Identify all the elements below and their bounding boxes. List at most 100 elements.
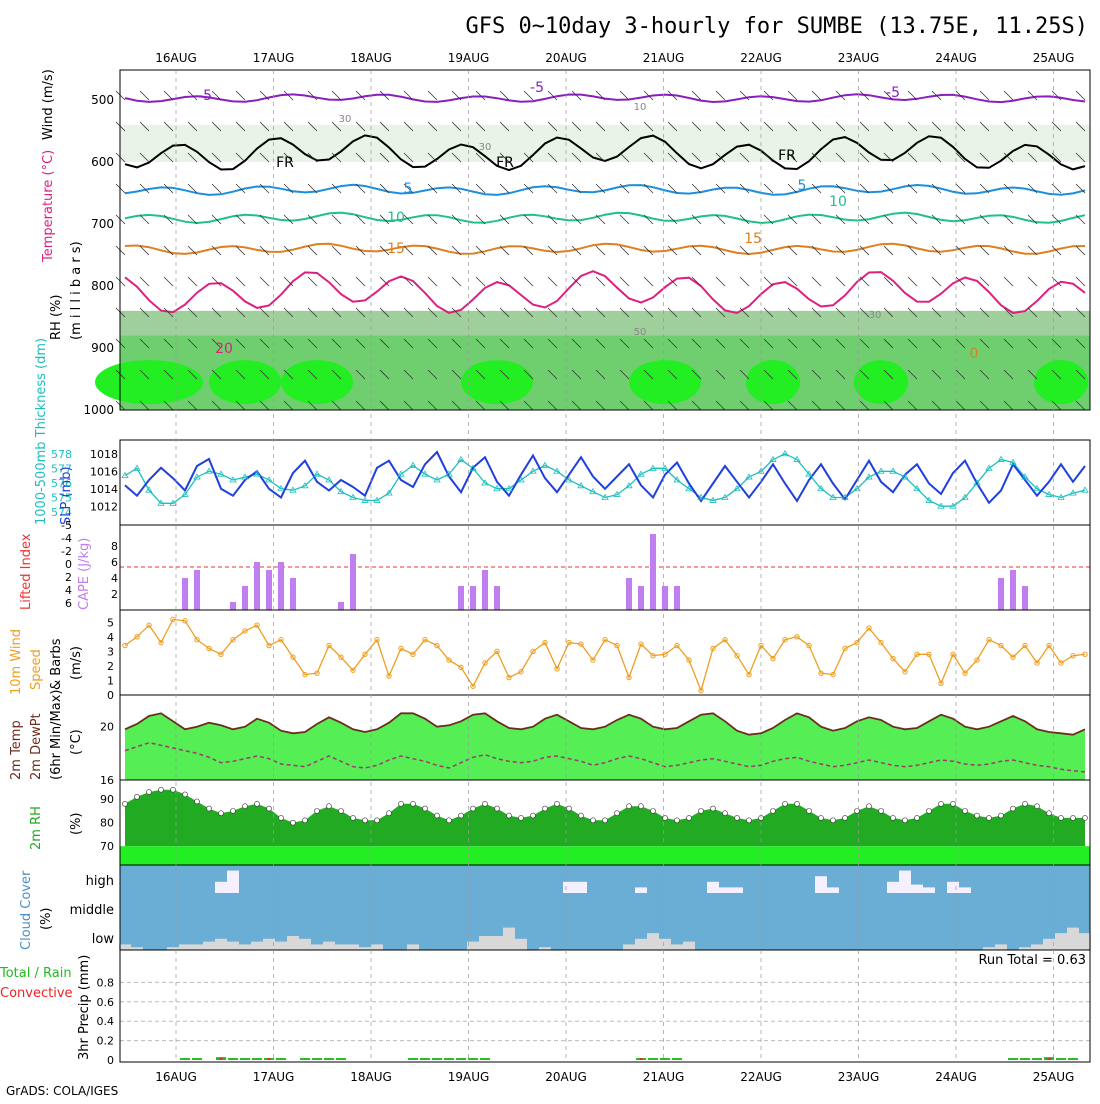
contour-label: 30 (339, 114, 352, 125)
wind-barb (499, 338, 510, 349)
cloud-high-bar (215, 881, 227, 893)
wind-tick: 4 (107, 631, 114, 644)
wind-barb (523, 214, 534, 225)
rh-tick: 90 (100, 793, 114, 806)
wind-barb (811, 152, 822, 163)
wind-speed-point (386, 673, 392, 679)
wind-barb (955, 369, 966, 380)
minmax-axis-label: (6hr Min/Max) (49, 690, 64, 780)
cloud-low-bar (1019, 947, 1031, 950)
wind-barb (715, 245, 726, 256)
wind-barb (859, 183, 870, 194)
wind-barb (739, 183, 750, 194)
wind-tick: 0 (107, 689, 114, 702)
wind-barb (739, 214, 750, 225)
li-tick: -4 (61, 532, 72, 545)
contour-label: 10 (387, 210, 405, 226)
wind-speed-point (890, 655, 896, 662)
thickness-point (1045, 490, 1053, 497)
thickness-point (817, 484, 825, 492)
wind-barb (307, 400, 318, 411)
thickness-point (361, 496, 369, 503)
thickness-point (349, 493, 357, 500)
wind-barb (619, 400, 630, 411)
cape-tick: 4 (111, 572, 118, 585)
cloud-low-bar (539, 947, 551, 950)
thickness-point (265, 476, 273, 483)
wind-barb (1075, 183, 1086, 194)
thickness-point (613, 490, 621, 497)
rh-point (302, 817, 308, 824)
wind-barb (811, 214, 822, 225)
precip-total-bar (1020, 1058, 1030, 1060)
cloud-level-label: middle (70, 903, 114, 918)
wind-barb (1051, 307, 1062, 318)
thickness-point (229, 476, 237, 483)
thickness-point (673, 476, 681, 483)
cloud-level-label: high (86, 874, 114, 889)
wind-barb (1027, 214, 1038, 225)
wind-barb (499, 307, 510, 318)
cloud-high-bar (899, 870, 911, 893)
wind-barb (475, 214, 486, 225)
wind-barb (643, 276, 654, 287)
wind-barb (811, 276, 822, 287)
precip-total-bar (252, 1058, 262, 1060)
wind-barb (283, 400, 294, 411)
wind-barb (1027, 90, 1038, 101)
rh-point (638, 803, 644, 809)
thickness-point (337, 487, 345, 495)
wind-speed-point (242, 628, 248, 634)
rh-point (602, 817, 608, 824)
thickness-point (541, 461, 549, 468)
wind-barb (835, 338, 846, 349)
wind-barb (691, 121, 702, 132)
slp-tick: 1012 (90, 500, 118, 513)
wind-barb (451, 369, 462, 380)
rh-max-blob (461, 360, 533, 405)
wind-barb (307, 338, 318, 349)
wind-barb (619, 276, 630, 287)
wind-barb (715, 152, 726, 163)
wind-barb (523, 338, 534, 349)
wind-barb (211, 400, 222, 411)
wind-barb (955, 214, 966, 225)
footer-credit: GrADS: COLA/IGES (6, 1084, 118, 1098)
thickness-point (289, 486, 297, 493)
wind-barb (187, 276, 198, 287)
wind-barb (667, 214, 678, 225)
wind-barb (187, 214, 198, 225)
wind-barb (979, 152, 990, 163)
thickness-point (589, 487, 597, 495)
wind-barb (355, 338, 366, 349)
wind10-axis-label: 10m Wind (9, 629, 24, 695)
li-tick: 2 (65, 571, 72, 584)
slp-line (124, 450, 1086, 505)
wind-barb (715, 214, 726, 225)
wind-speed-point (254, 622, 260, 628)
date-label-top: 24AUG (935, 51, 977, 65)
cloud-low-bar (275, 941, 287, 950)
wind-barb (355, 152, 366, 163)
cloud-unit-label: (%) (39, 908, 54, 931)
rh-point (962, 808, 968, 814)
wind-barb (811, 183, 822, 194)
rh-point (494, 805, 500, 812)
wind-barb (835, 369, 846, 380)
wind-speed-point (974, 657, 980, 663)
rh-point (506, 812, 512, 819)
wind10-axis-label4: (m/s) (69, 646, 84, 680)
precip-total-bar (444, 1058, 454, 1060)
thickness-point (601, 493, 609, 500)
cloud-background (120, 865, 1090, 950)
precip-total-bar (432, 1058, 442, 1060)
wind-barb (283, 245, 294, 256)
wind-barb (163, 369, 174, 380)
wind-barb (571, 245, 582, 256)
slp-tick: 1014 (90, 483, 118, 496)
rh-point (902, 817, 908, 824)
wind-barb (955, 152, 966, 163)
wind-barb (379, 90, 390, 101)
wind-barb (379, 400, 390, 411)
date-label-bottom: 17AUG (253, 1070, 295, 1084)
